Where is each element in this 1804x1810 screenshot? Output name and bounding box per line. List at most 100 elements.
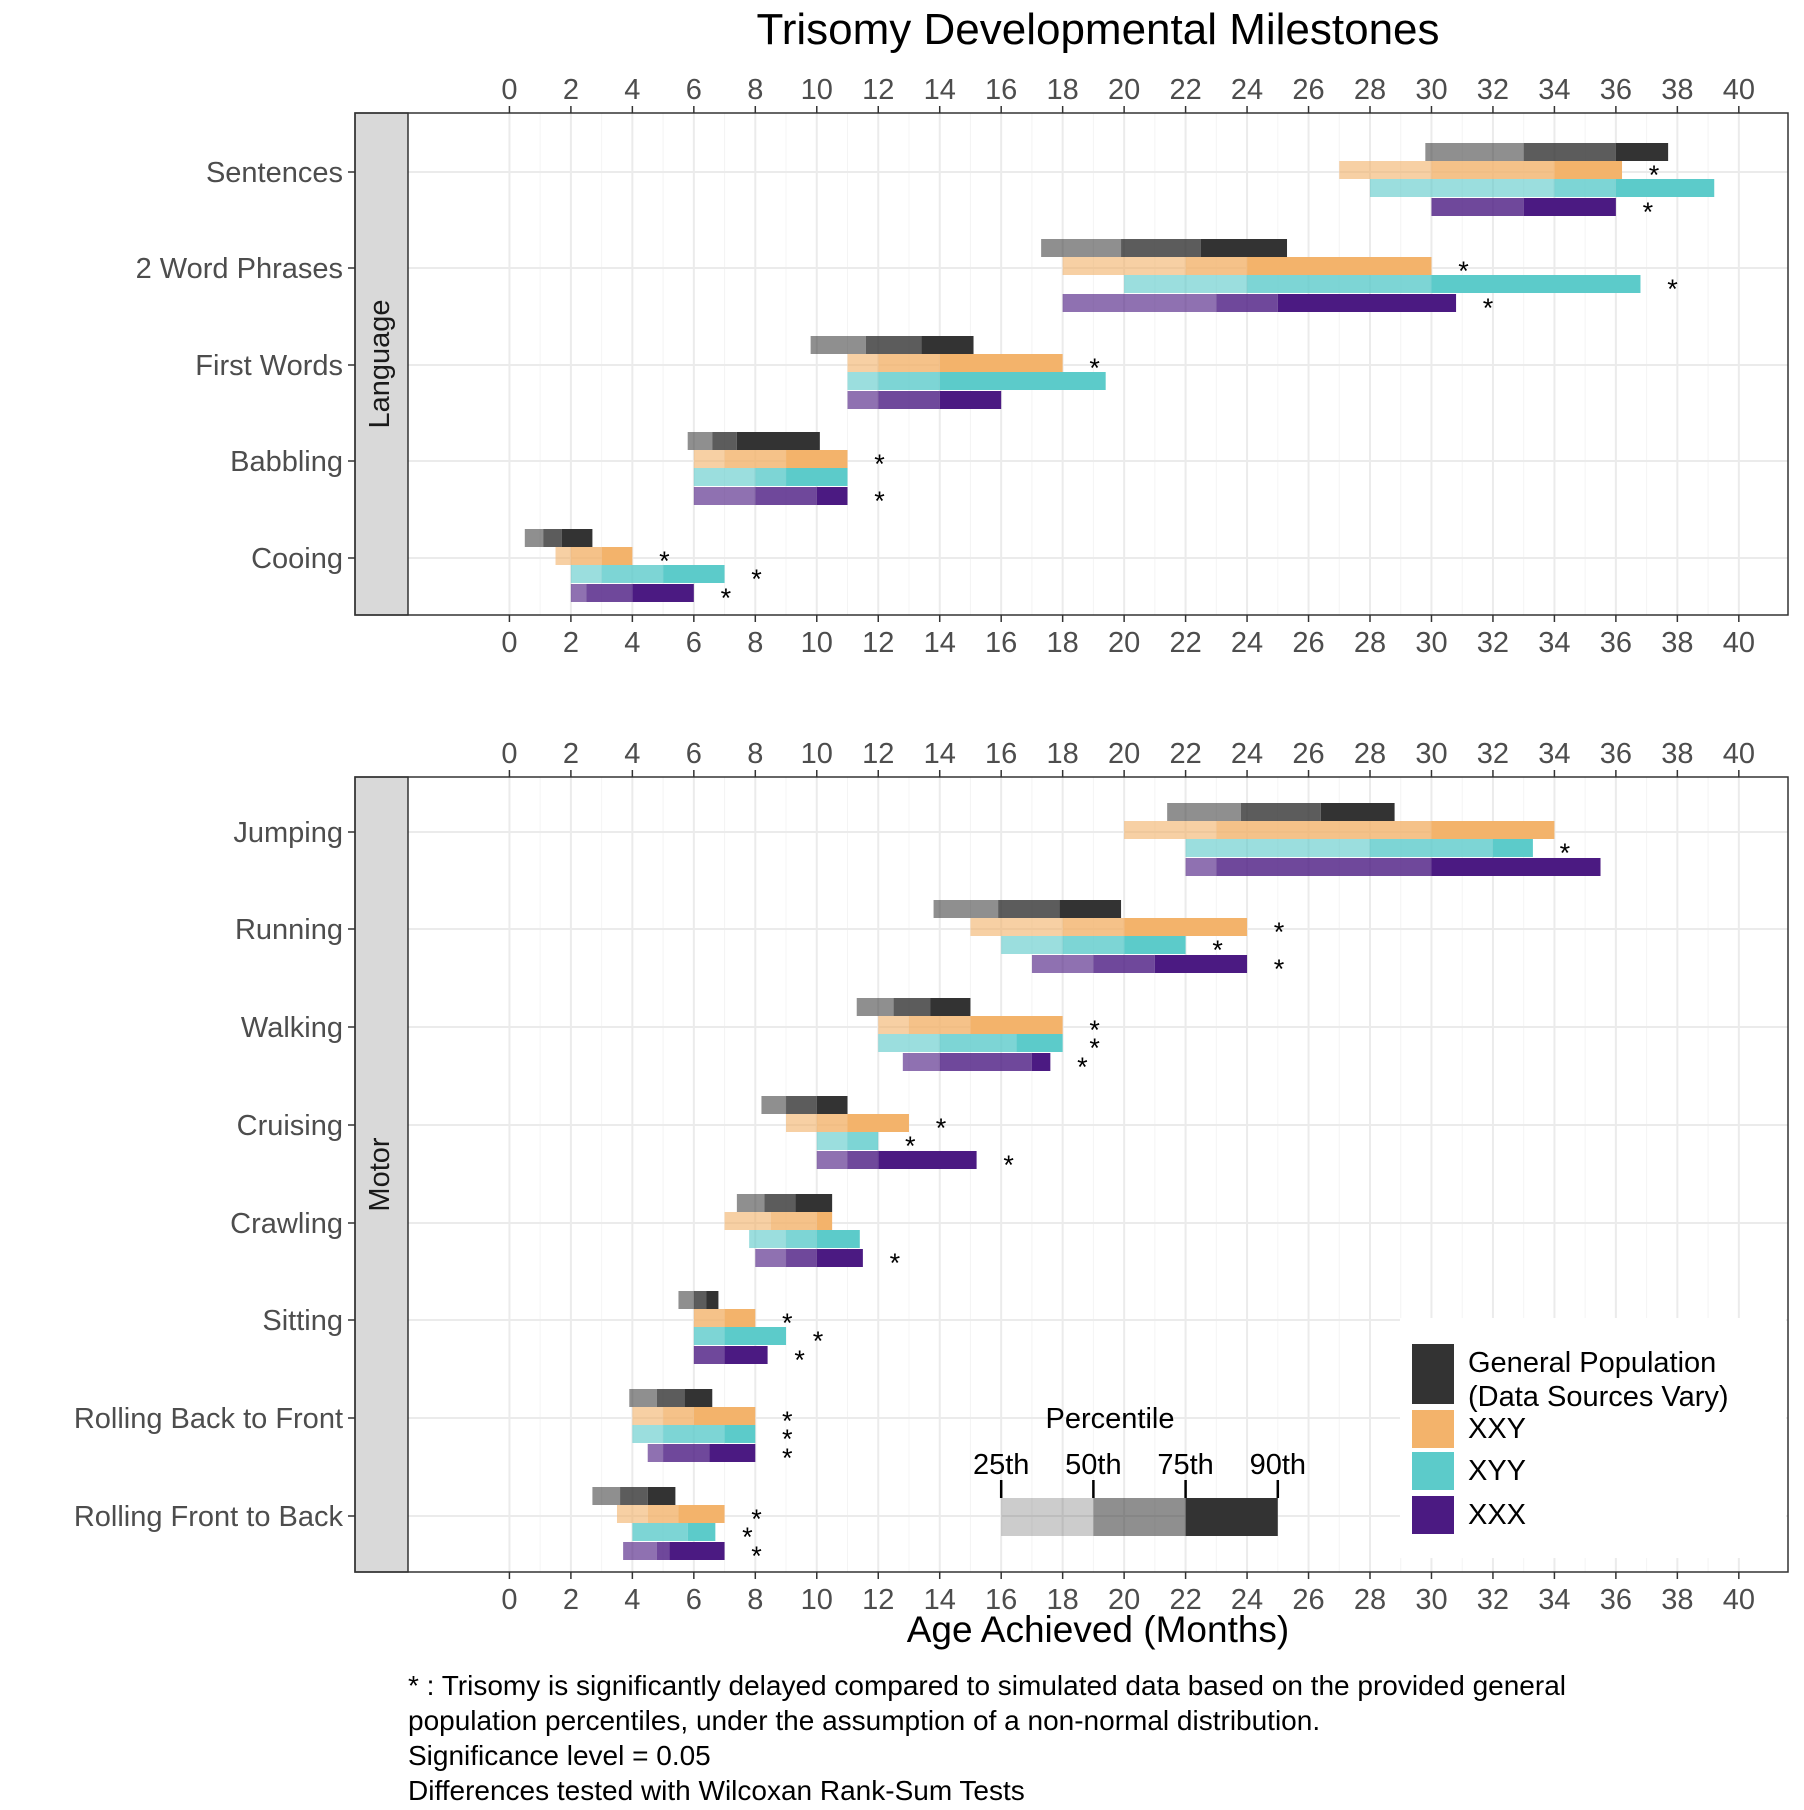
percentile-key-label: 90th bbox=[1250, 1449, 1306, 1481]
bar-segment-xxy bbox=[693, 1309, 725, 1327]
bar-lead-xxx bbox=[816, 1151, 848, 1169]
top-tick-label: 34 bbox=[1538, 74, 1570, 106]
percentile-key-segment bbox=[1001, 1498, 1094, 1536]
bar-segment-xxx bbox=[693, 1346, 725, 1364]
bar-segment-xyy bbox=[939, 1034, 1017, 1052]
bar-segment-xyy bbox=[847, 1132, 879, 1150]
significance-star: * bbox=[782, 1443, 793, 1473]
percentile-key-segment bbox=[1093, 1498, 1186, 1536]
bottom-tick-label: 24 bbox=[1231, 627, 1263, 659]
top-tick-label: 0 bbox=[501, 74, 517, 106]
bottom-tick-label: 32 bbox=[1477, 1584, 1509, 1616]
bar-segment-general-population bbox=[561, 529, 593, 547]
bar-segment-general-population bbox=[543, 529, 562, 547]
legend-background bbox=[1400, 1318, 1786, 1558]
top-tick-label: 10 bbox=[801, 74, 833, 106]
top-tick-label: 26 bbox=[1292, 738, 1324, 770]
bottom-tick-label: 38 bbox=[1661, 1584, 1693, 1616]
top-tick-label: 36 bbox=[1600, 738, 1632, 770]
legend-label: XXY bbox=[1468, 1413, 1526, 1445]
top-tick-label: 12 bbox=[862, 74, 894, 106]
footnote: * : Trisomy is significantly delayed com… bbox=[408, 1670, 1566, 1806]
bar-lead-xxy bbox=[1339, 161, 1432, 179]
bottom-tick-label: 18 bbox=[1047, 627, 1079, 659]
bar-lead-xxx bbox=[755, 1249, 787, 1267]
top-tick-label: 12 bbox=[862, 738, 894, 770]
bar-segment-general-population bbox=[1200, 239, 1288, 257]
bar-segment-xyy bbox=[1062, 936, 1125, 954]
bar-segment-xxx bbox=[647, 1444, 664, 1462]
bar-segment-xxy bbox=[693, 450, 725, 468]
bar-lead-xxy bbox=[693, 450, 725, 468]
bar-segment-xyy bbox=[1124, 936, 1186, 954]
panel-border bbox=[354, 112, 1789, 616]
significance-star: * bbox=[1560, 838, 1571, 868]
bar-segment-xyy bbox=[663, 565, 725, 583]
bar-segment-xxx bbox=[1431, 858, 1601, 876]
bar-segment-xyy bbox=[749, 1230, 787, 1248]
legend-label: (Data Sources Vary) bbox=[1468, 1381, 1729, 1413]
bar-segment-xxx bbox=[878, 1151, 977, 1169]
bar-segment-xxy bbox=[724, 1309, 756, 1327]
bar-segment-general-population bbox=[678, 1291, 694, 1309]
milestone-label: Running bbox=[235, 914, 343, 946]
bottom-tick-label: 4 bbox=[624, 627, 640, 659]
bar-segment-xyy bbox=[1370, 839, 1493, 857]
bar-segment-xxy bbox=[663, 1407, 694, 1425]
top-tick-label: 28 bbox=[1354, 74, 1386, 106]
top-tick-label: 16 bbox=[985, 738, 1017, 770]
percentile-key-label: 75th bbox=[1157, 1449, 1213, 1481]
milestone-label: Crawling bbox=[230, 1208, 343, 1240]
bar-segment-xxy bbox=[1124, 918, 1248, 936]
bar-segment-xyy bbox=[663, 1425, 725, 1443]
bar-segment-xyy bbox=[1247, 275, 1432, 293]
milestone-label: Rolling Front to Back bbox=[74, 1501, 344, 1533]
top-tick-label: 32 bbox=[1477, 74, 1509, 106]
top-tick-label: 40 bbox=[1723, 74, 1755, 106]
bar-segment-xxx bbox=[1093, 955, 1155, 973]
significance-star: * bbox=[742, 1522, 753, 1552]
top-tick-label: 34 bbox=[1538, 738, 1570, 770]
bar-segment-xxy bbox=[724, 1212, 771, 1230]
bottom-tick-label: 26 bbox=[1292, 1584, 1324, 1616]
bar-segment-xyy bbox=[755, 468, 787, 486]
bar-segment-xxx bbox=[1277, 294, 1457, 312]
bar-segment-xxx bbox=[1185, 858, 1217, 876]
bar-segment-general-population bbox=[1041, 239, 1122, 257]
bar-segment-xyy bbox=[570, 565, 602, 583]
top-tick-label: 36 bbox=[1600, 74, 1632, 106]
bottom-tick-label: 14 bbox=[924, 627, 956, 659]
bar-segment-general-population bbox=[930, 998, 971, 1016]
bar-segment-xxy bbox=[878, 354, 940, 372]
x-axis-label: Age Achieved (Months) bbox=[907, 1609, 1290, 1650]
bar-segment-xxy bbox=[878, 1016, 909, 1034]
bar-segment-xxy bbox=[939, 354, 1063, 372]
milestone-label: 2 Word Phrases bbox=[136, 253, 343, 285]
bar-segment-xxx bbox=[847, 391, 879, 409]
top-tick-label: 2 bbox=[563, 74, 579, 106]
bar-segment-xyy bbox=[1492, 839, 1533, 857]
bar-segment-xxx bbox=[1031, 1053, 1051, 1071]
top-tick-label: 4 bbox=[624, 738, 640, 770]
top-tick-label: 38 bbox=[1661, 738, 1693, 770]
significance-star: * bbox=[1077, 1052, 1088, 1082]
strip-background bbox=[354, 112, 409, 616]
bar-segment-general-population bbox=[893, 998, 931, 1016]
top-tick-label: 30 bbox=[1415, 74, 1447, 106]
percentile-key-title: Percentile bbox=[1046, 1403, 1175, 1435]
bar-segment-xyy bbox=[632, 1523, 688, 1541]
bar-segment-xxx bbox=[632, 584, 694, 602]
significance-star: * bbox=[890, 1248, 901, 1278]
bar-segment-xyy bbox=[724, 1327, 787, 1345]
bar-segment-general-population bbox=[656, 1389, 685, 1407]
bar-segment-general-population bbox=[736, 1194, 765, 1212]
bar-segment-xxx bbox=[1431, 198, 1524, 216]
bar-lead-xxx bbox=[647, 1444, 664, 1462]
significance-star: * bbox=[751, 564, 762, 594]
top-tick-label: 6 bbox=[686, 738, 702, 770]
bar-segment-xxx bbox=[693, 487, 756, 505]
bottom-tick-label: 14 bbox=[924, 1584, 956, 1616]
bar-segment-xxx bbox=[1216, 294, 1278, 312]
bar-segment-general-population bbox=[1523, 143, 1616, 161]
bar-segment-xxx bbox=[1062, 294, 1217, 312]
